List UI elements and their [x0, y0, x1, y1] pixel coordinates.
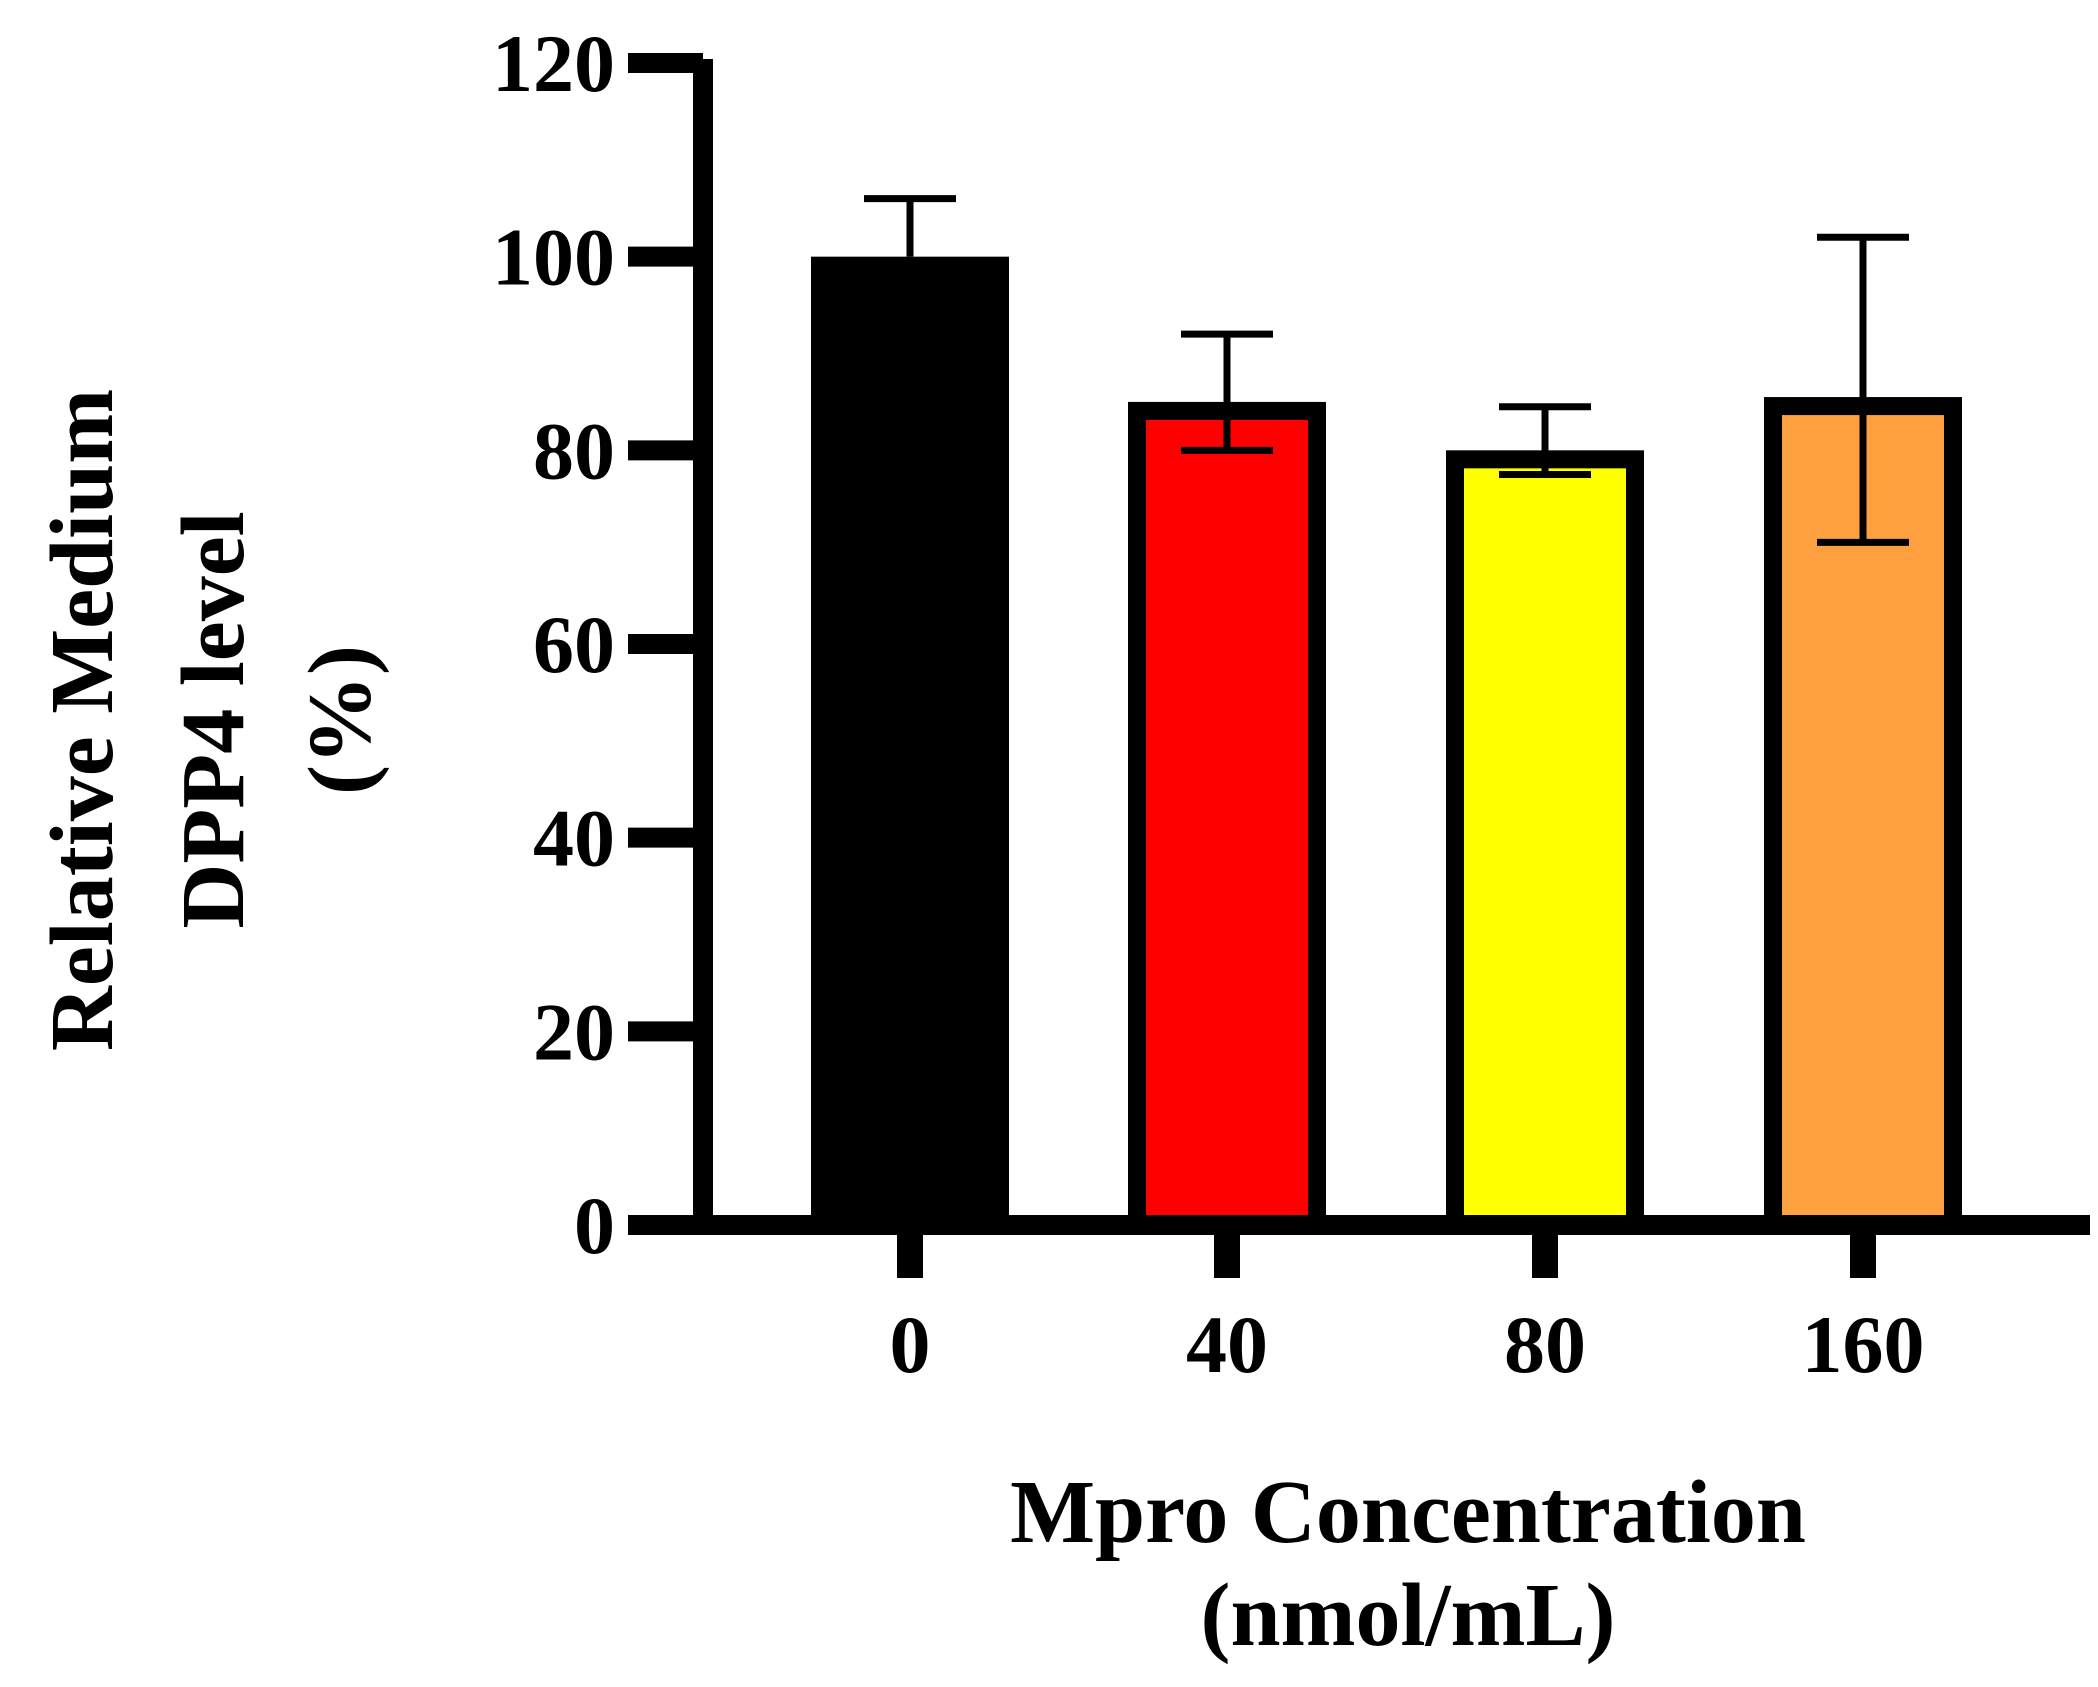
bar-80	[1446, 450, 1644, 1235]
x-axis-title-line-2: (nmol/mL)	[1201, 1566, 1616, 1665]
y-axis-title-line-2: DPP4 level	[164, 511, 263, 928]
x-tick-label-0: 0	[890, 1299, 931, 1390]
y-tick-label-80: 80	[533, 405, 615, 496]
y-tick-label-100: 100	[492, 212, 615, 303]
bars-layer	[811, 256, 1962, 1235]
x-axis-title-line-1: Mpro Concentration	[1010, 1463, 1806, 1562]
x-tick-label-40: 40	[1186, 1299, 1268, 1390]
y-axis-title-line-3: (%)	[291, 645, 390, 795]
x-tick-label-80: 80	[1504, 1299, 1586, 1390]
y-tick-label-60: 60	[533, 599, 615, 690]
axes-layer	[628, 53, 2090, 1278]
error-bars-layer	[864, 195, 1909, 546]
y-tick-label-120: 120	[492, 18, 615, 109]
y-tick-label-20: 20	[533, 986, 615, 1077]
y-tick-label-40: 40	[533, 793, 615, 884]
y-tick-label-0: 0	[574, 1180, 615, 1271]
x-tick-label-160: 160	[1802, 1299, 1925, 1390]
tick-labels-layer: 0 20 40 60 80 100 120 0 40 80 160	[492, 18, 1925, 1390]
bar-40	[1128, 401, 1326, 1234]
bar-0	[811, 256, 1009, 1234]
y-axis-title-line-1: Relative Medium	[33, 389, 132, 1051]
